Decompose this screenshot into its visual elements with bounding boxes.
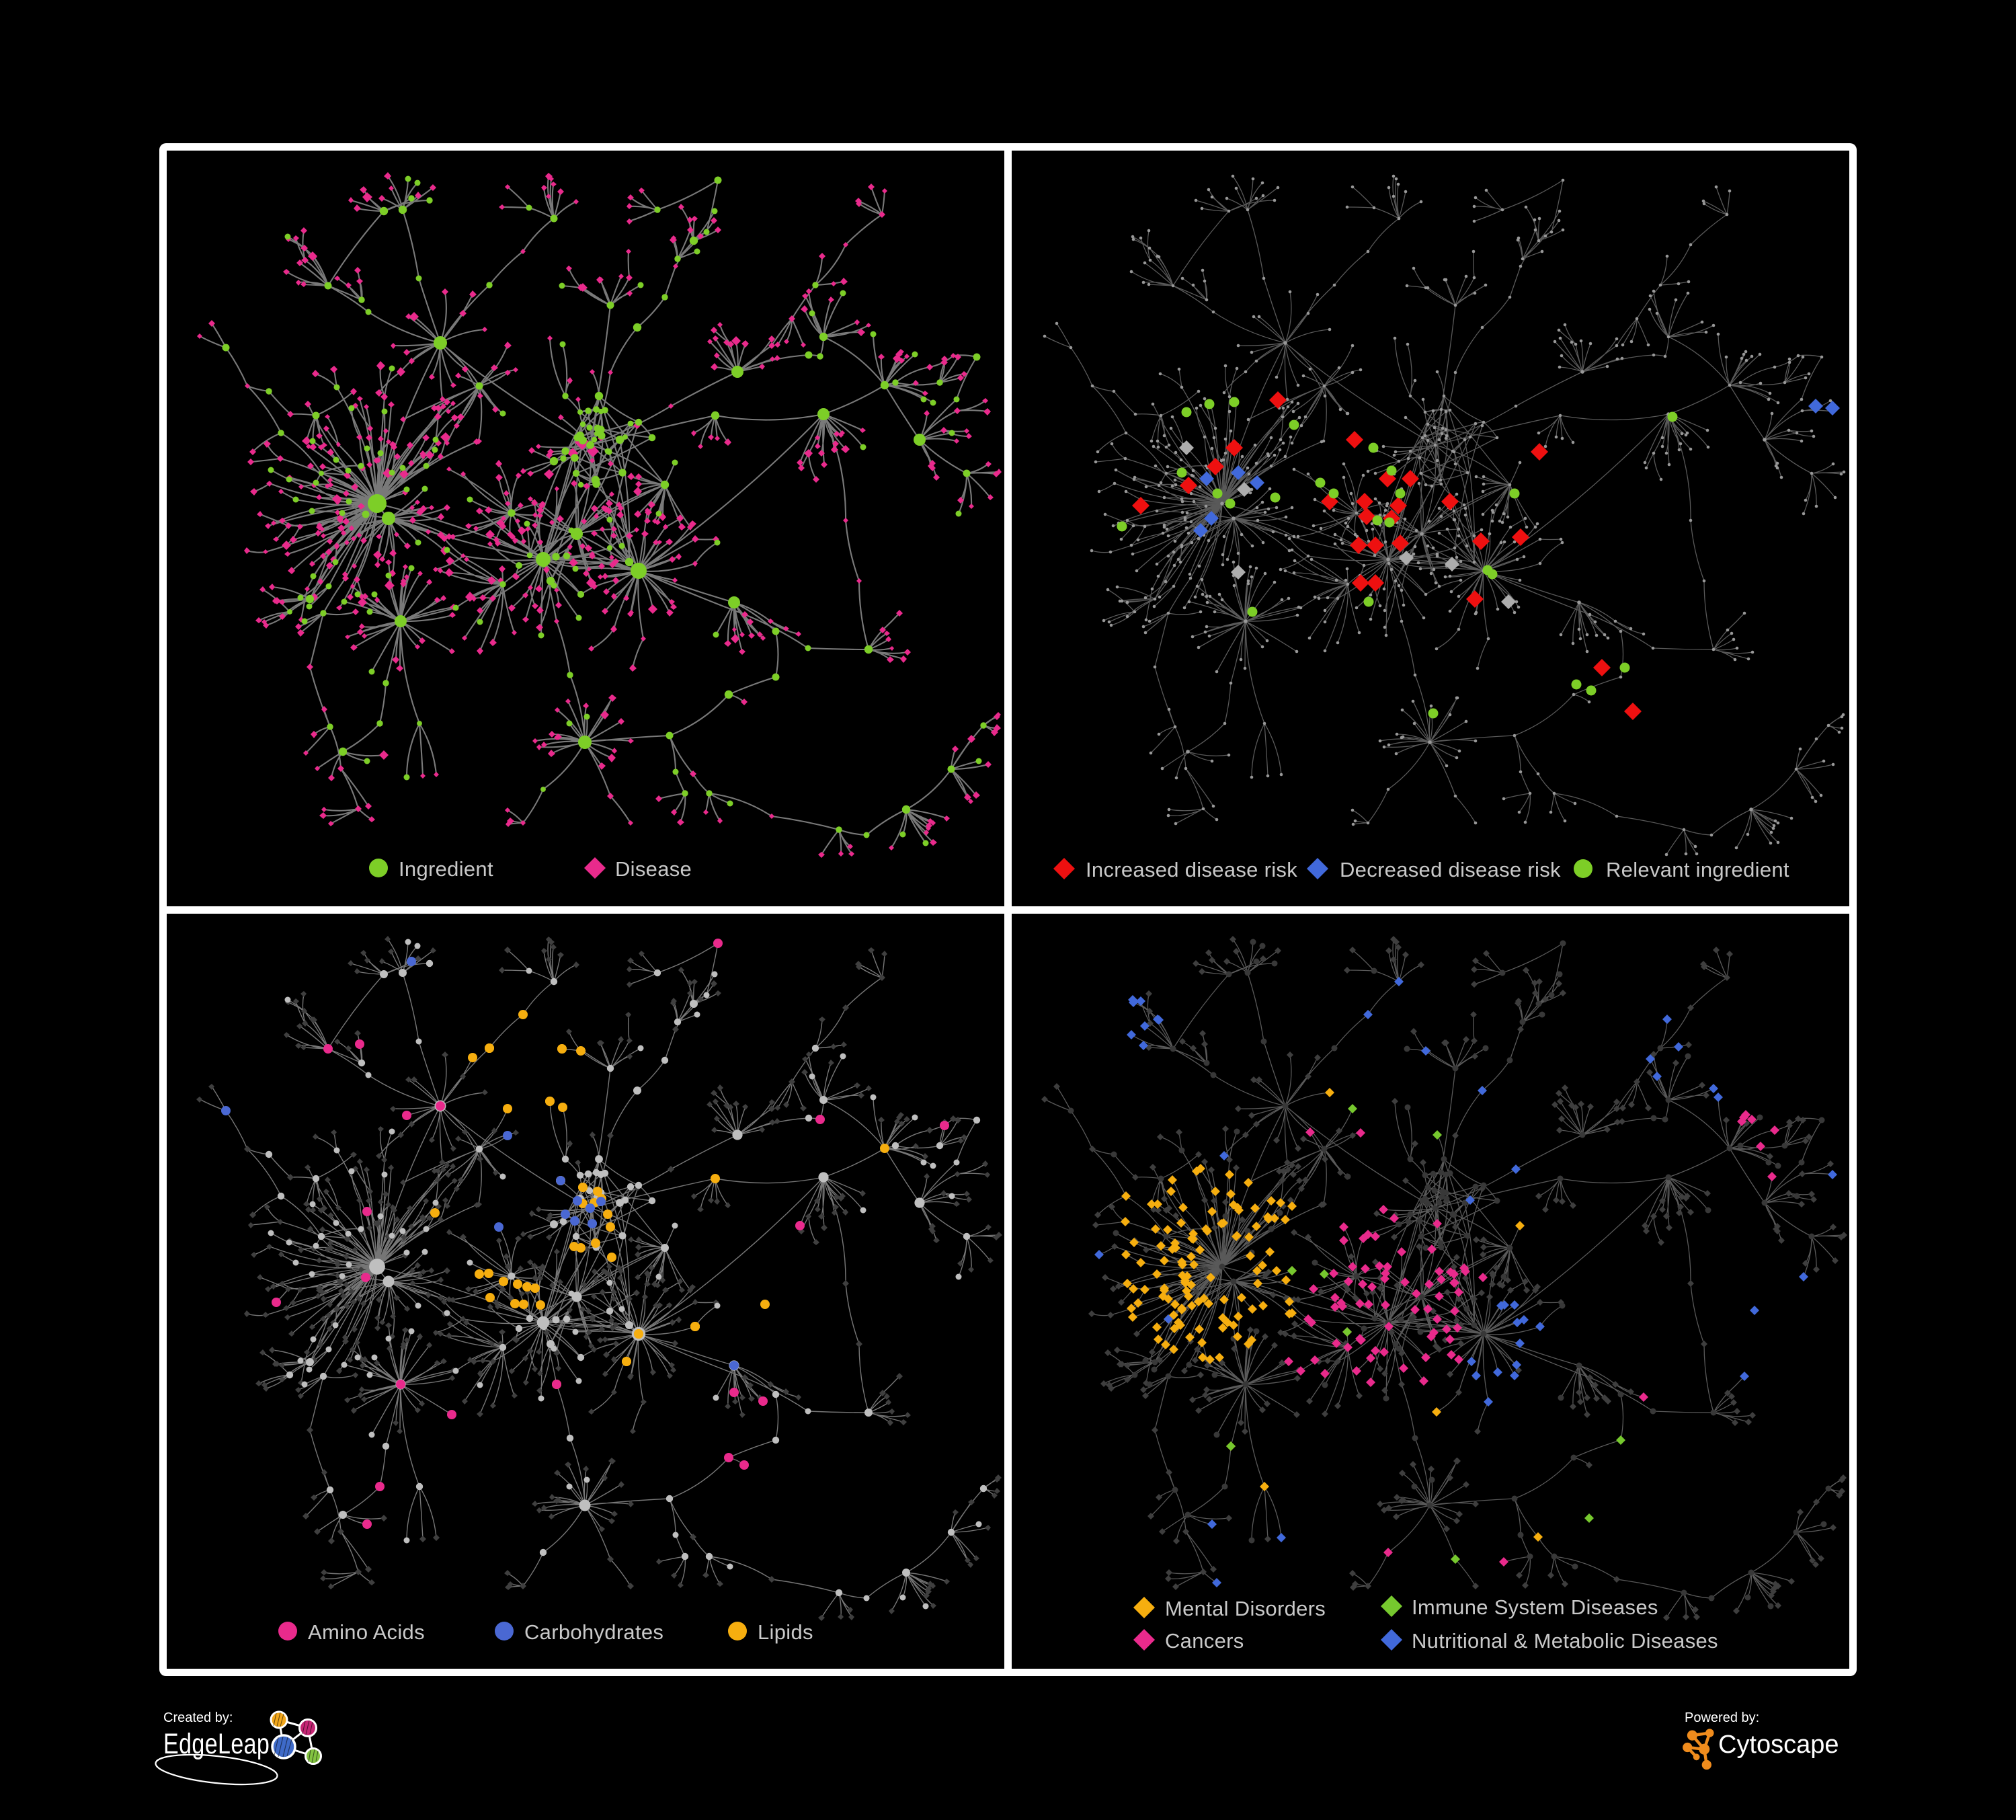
svg-text:Mental Disorders: Mental Disorders (1165, 1597, 1326, 1620)
svg-text:Carbohydrates: Carbohydrates (524, 1620, 663, 1644)
svg-text:Decreased disease risk: Decreased disease risk (1340, 858, 1561, 881)
svg-text:Cancers: Cancers (1165, 1629, 1244, 1653)
svg-text:Disease: Disease (615, 857, 692, 881)
svg-text:Amino Acids: Amino Acids (308, 1620, 425, 1644)
svg-text:Immune System Diseases: Immune System Diseases (1412, 1595, 1658, 1619)
svg-text:Ingredient: Ingredient (399, 857, 493, 881)
svg-text:Nutritional & Metabolic Diseas: Nutritional & Metabolic Diseases (1412, 1629, 1718, 1653)
svg-text:Relevant ingredient: Relevant ingredient (1606, 858, 1789, 881)
svg-text:Lipids: Lipids (758, 1620, 813, 1644)
svg-text:Increased disease risk: Increased disease risk (1086, 858, 1297, 881)
